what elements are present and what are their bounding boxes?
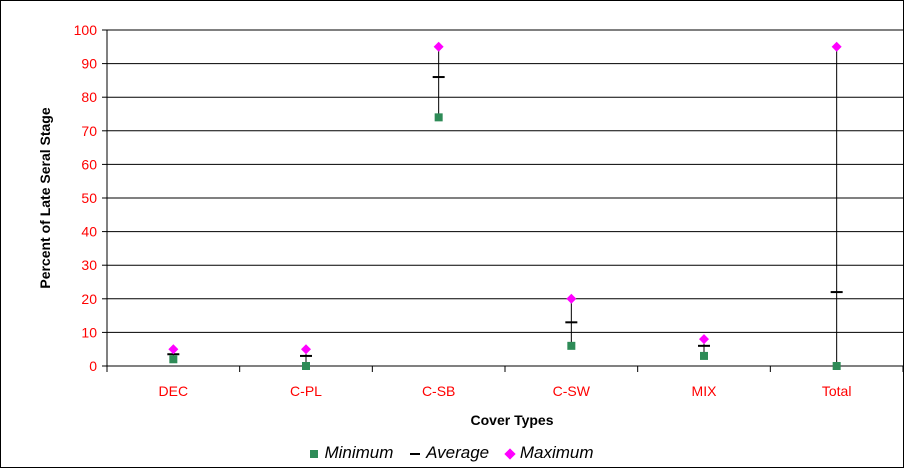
legend-label-maximum: Maximum — [519, 443, 594, 462]
legend-item-average: Average — [410, 443, 489, 463]
dash-marker-icon — [410, 452, 421, 455]
y-tick-label: 20 — [81, 291, 97, 307]
maximum-marker — [433, 41, 444, 52]
x-tick-label: C-SW — [553, 383, 591, 399]
minimum-marker — [700, 351, 708, 360]
square-marker-icon — [310, 449, 319, 458]
maximum-marker — [831, 41, 842, 52]
maximum-marker — [301, 344, 311, 355]
legend-label-average: Average — [426, 443, 490, 462]
legend-label-minimum: Minimum — [324, 443, 394, 462]
x-tick-label: C-SB — [422, 383, 455, 399]
gridlines — [102, 29, 904, 372]
x-axis-title: Cover Types — [471, 412, 554, 428]
minimum-marker — [169, 355, 178, 364]
x-tick-labels: DEC C-PL C-SB C-SW MIX Total — [159, 383, 852, 399]
minimum-marker — [434, 113, 443, 122]
minimum-marker — [567, 341, 576, 350]
y-tick-label: 10 — [81, 324, 97, 340]
data-markers — [167, 41, 843, 370]
maximum-marker — [168, 344, 179, 355]
y-tick-label: 50 — [81, 190, 97, 206]
legend: Minimum Average Maximum — [0, 443, 904, 463]
y-tick-label: 60 — [81, 156, 97, 172]
legend-item-maximum: Maximum — [504, 443, 594, 463]
y-tick-label: 90 — [81, 56, 97, 72]
maximum-marker — [699, 334, 709, 345]
maximum-marker — [566, 293, 577, 304]
x-tick-label: DEC — [159, 383, 189, 399]
minimum-marker — [832, 362, 841, 370]
y-axis-title: Percent of Late Seral Stage — [37, 107, 53, 289]
minimum-marker — [302, 362, 310, 370]
y-tick-label: 40 — [81, 224, 97, 240]
chart-canvas: 0 10 20 30 40 50 60 70 80 90 100 DEC C-PL C-SB C-SW MI… — [37, 22, 904, 428]
x-tick-label: C-PL — [290, 383, 322, 399]
y-tick-label: 80 — [81, 89, 97, 105]
y-tick-label: 0 — [89, 358, 97, 374]
x-tick-label: Total — [822, 383, 852, 399]
range-lines — [172, 46, 838, 366]
y-tick-label: 70 — [81, 123, 97, 139]
diamond-marker-icon — [504, 447, 516, 460]
y-tick-labels: 0 10 20 30 40 50 60 70 80 90 100 — [74, 22, 98, 374]
legend-item-minimum: Minimum — [310, 443, 393, 463]
y-tick-label: 100 — [74, 22, 98, 38]
x-tick-label: MIX — [692, 383, 718, 399]
y-tick-label: 30 — [81, 257, 97, 273]
